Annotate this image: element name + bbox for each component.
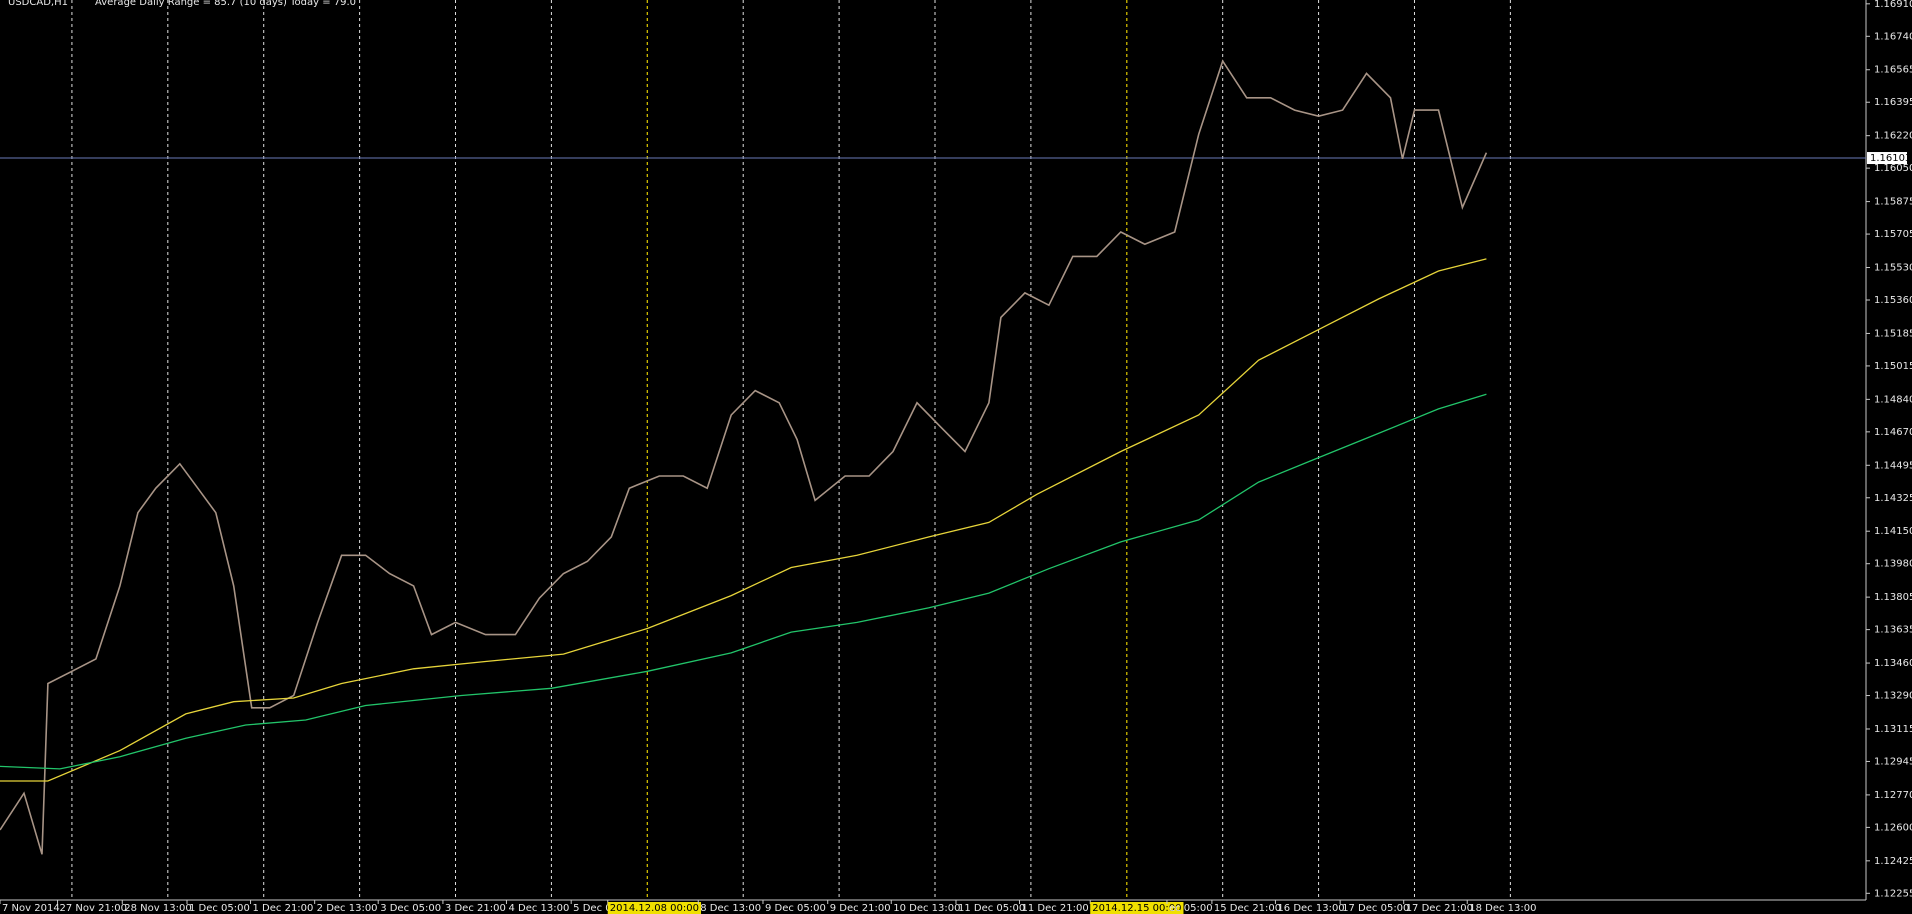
y-tick-label: 1.13460 [1874, 658, 1912, 669]
x-tick-label: 28 Nov 13:00 [124, 903, 191, 914]
x-tick-label: 16 Dec 13:00 [1277, 903, 1344, 914]
x-tick-label: 27 Nov 21:00 [60, 903, 127, 914]
chart-subtitle: Average Daily Range = 85.7 (10 days) Tod… [95, 0, 356, 8]
y-tick-label: 1.16740 [1874, 31, 1912, 42]
x-tick-highlight [607, 902, 702, 914]
y-tick-label: 1.16050 [1874, 163, 1912, 174]
y-tick-label: 1.14325 [1874, 493, 1912, 504]
y-tick-label: 1.13635 [1874, 625, 1912, 636]
y-tick-label: 1.15705 [1874, 229, 1912, 240]
y-tick-label: 1.13290 [1874, 691, 1912, 702]
price-label: 1.16103 [1870, 153, 1911, 164]
y-tick-label: 1.14670 [1874, 427, 1912, 438]
x-tick-label: 7 Nov 2014 [2, 903, 60, 914]
y-tick-label: 1.12255 [1874, 888, 1912, 899]
x-tick-label: 11 Dec 21:00 [1022, 903, 1089, 914]
y-tick-label: 1.13115 [1874, 724, 1912, 735]
y-tick-label: 1.16565 [1874, 65, 1912, 76]
x-tick-label: 2014.12.08 00:00 [610, 903, 699, 914]
x-tick-label: 10 Dec 13:00 [893, 903, 960, 914]
y-tick-label: 1.13980 [1874, 559, 1912, 570]
y-tick-label: 1.13805 [1874, 592, 1912, 603]
y-tick-label: 1.14150 [1874, 526, 1912, 537]
series-line [0, 59, 1488, 855]
y-tick-label: 1.15015 [1874, 361, 1912, 372]
y-tick-label: 1.15185 [1874, 328, 1912, 339]
x-tick-label: 2 Dec 13:00 [317, 903, 378, 914]
y-tick-label: 1.15530 [1874, 263, 1912, 274]
x-tick-label: 4 Dec 13:00 [508, 903, 569, 914]
y-tick-label: 1.15360 [1874, 295, 1912, 306]
y-tick-label: 1.15875 [1874, 197, 1912, 208]
x-tick-label: 1 Dec 21:00 [253, 903, 314, 914]
x-tick-label: 8 Dec 13:00 [700, 903, 761, 914]
x-tick-label: 5 Dec 05 [573, 903, 618, 914]
x-tick-label: 3 Dec 21:00 [445, 903, 506, 914]
x-tick-label: 2014.12.15 00:00 [1092, 903, 1181, 914]
series-line [0, 258, 1487, 782]
x-tick-label: 11 Dec 05:00 [958, 903, 1025, 914]
x-tick-label: 3 Dec 05:00 [380, 903, 441, 914]
x-tick-label: 9 Dec 05:00 [765, 903, 826, 914]
chart-title: USDCAD,H1 [8, 0, 68, 8]
x-tick-label: 17 Dec 21:00 [1406, 903, 1473, 914]
x-tick-highlight [1090, 902, 1184, 914]
series-line [0, 393, 1487, 770]
y-tick-label: 1.12425 [1874, 856, 1912, 867]
y-tick-label: 1.14495 [1874, 460, 1912, 471]
y-tick-label: 1.14840 [1874, 394, 1912, 405]
y-tick-label: 1.16220 [1874, 131, 1912, 142]
y-tick-label: 1.16910 [1874, 0, 1912, 10]
y-tick-label: 1.12770 [1874, 790, 1912, 801]
x-tick-label: ec 05:00 [1169, 903, 1213, 914]
x-tick-label: 17 Dec 05:00 [1342, 903, 1409, 914]
price-label-box [1867, 152, 1907, 165]
x-tick-label: 9 Dec 21:00 [830, 903, 891, 914]
y-tick-label: 1.12600 [1874, 822, 1912, 833]
x-tick-label: 1 Dec 05:00 [189, 903, 250, 914]
x-tick-label: 15 Dec 21:00 [1214, 903, 1281, 914]
x-tick-label: 18 Dec 13:00 [1469, 903, 1536, 914]
y-tick-label: 1.16395 [1874, 97, 1912, 108]
y-tick-label: 1.12945 [1874, 756, 1912, 767]
